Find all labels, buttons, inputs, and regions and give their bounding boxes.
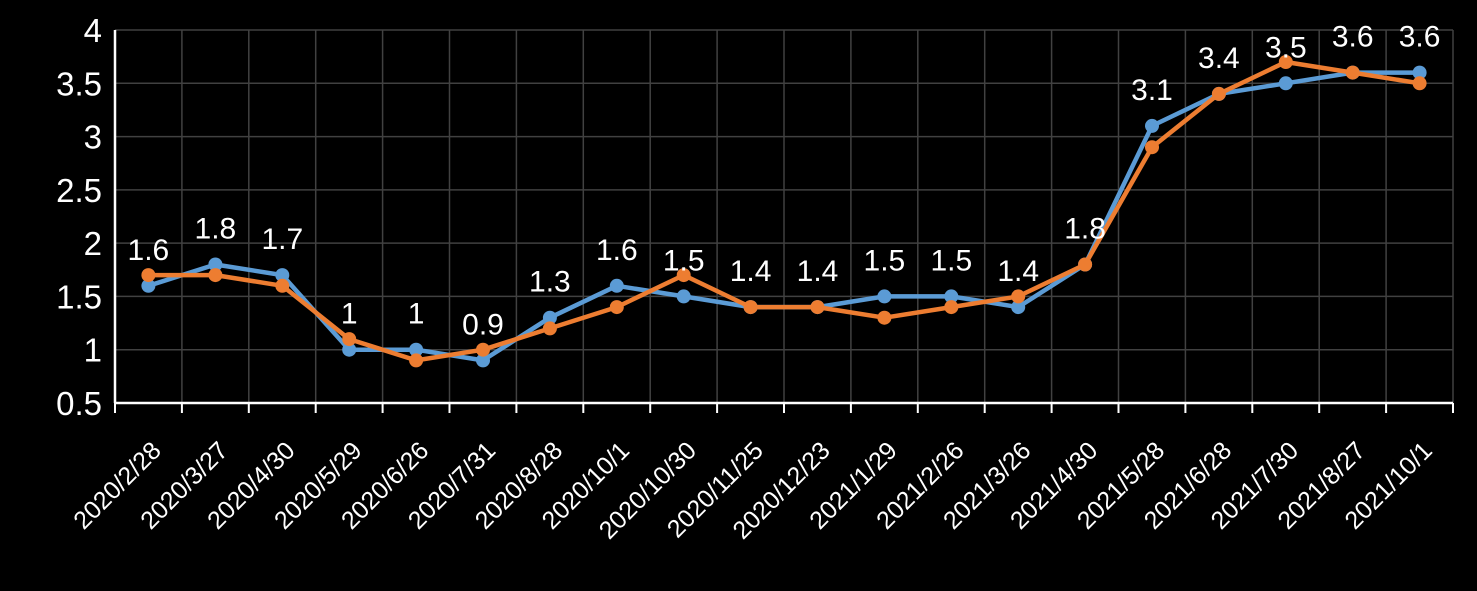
series-marker-orange <box>877 310 892 325</box>
series-marker-blue <box>1412 65 1427 80</box>
y-axis-tick-label: 2 <box>84 225 102 262</box>
series-marker-orange <box>944 300 959 315</box>
series-marker-orange <box>409 353 424 368</box>
series-marker-orange <box>1078 257 1093 272</box>
series-marker-orange <box>743 300 758 315</box>
series-marker-orange <box>1345 65 1360 80</box>
data-label: 1.6 <box>596 234 638 267</box>
y-axis-tick-label: 0.5 <box>56 385 102 422</box>
data-label: 3.4 <box>1198 42 1240 75</box>
series-marker-orange <box>1145 140 1159 155</box>
data-label: 1.5 <box>864 244 906 277</box>
data-label: 3.5 <box>1265 31 1307 64</box>
y-axis-tick-label: 1.5 <box>56 278 102 315</box>
series-marker-orange <box>810 300 825 315</box>
data-label: 3.6 <box>1332 21 1374 54</box>
series-marker-blue <box>944 289 959 304</box>
series-marker-orange <box>542 321 557 336</box>
series-marker-orange <box>342 332 357 347</box>
series-marker-orange <box>609 300 624 315</box>
data-label: 1.5 <box>663 244 705 277</box>
y-axis-tick-label: 1 <box>84 332 102 369</box>
y-axis-tick-label: 3 <box>84 119 102 156</box>
series-marker-blue <box>609 278 624 293</box>
series-marker-blue <box>342 342 357 357</box>
y-axis-tick-label: 2.5 <box>56 172 102 209</box>
series-marker-orange <box>275 278 290 293</box>
data-label: 1.4 <box>797 255 839 288</box>
series-marker-blue <box>676 289 691 304</box>
y-axis-tick-label: 4 <box>84 12 102 49</box>
series-marker-blue <box>208 257 223 272</box>
series-marker-blue <box>409 342 424 357</box>
series-marker-orange <box>208 268 223 283</box>
series-marker-orange <box>1412 76 1427 91</box>
series-marker-blue <box>877 289 892 304</box>
data-label: 1 <box>408 298 425 331</box>
data-label: 1.6 <box>128 234 170 267</box>
series-marker-blue <box>1011 300 1026 315</box>
series-marker-orange <box>1211 86 1226 101</box>
data-label: 1.4 <box>730 255 772 288</box>
data-label: 0.9 <box>462 308 504 341</box>
series-marker-orange <box>476 342 490 357</box>
data-label: 1 <box>341 298 358 331</box>
series-marker-orange <box>141 268 156 283</box>
data-label: 1.3 <box>529 266 571 299</box>
data-label: 3.1 <box>1131 74 1173 107</box>
series-marker-blue <box>141 278 156 293</box>
series-marker-orange <box>1011 289 1026 304</box>
series-marker-blue <box>542 310 557 325</box>
y-axis-tick-label: 3.5 <box>56 65 102 102</box>
data-label: 1.5 <box>930 244 972 277</box>
data-label: 1.8 <box>1064 213 1106 246</box>
series-marker-orange <box>676 268 691 283</box>
series-marker-orange <box>1278 55 1293 69</box>
series-marker-blue <box>476 353 490 368</box>
series-marker-blue <box>275 268 290 283</box>
series-marker-blue <box>1145 118 1159 133</box>
data-label: 1.4 <box>997 255 1039 288</box>
series-line-orange <box>146 59 1422 363</box>
data-label: 1.7 <box>261 223 303 256</box>
series-marker-blue <box>1278 76 1293 91</box>
data-label: 3.6 <box>1399 21 1441 54</box>
data-label: 1.8 <box>195 213 237 246</box>
